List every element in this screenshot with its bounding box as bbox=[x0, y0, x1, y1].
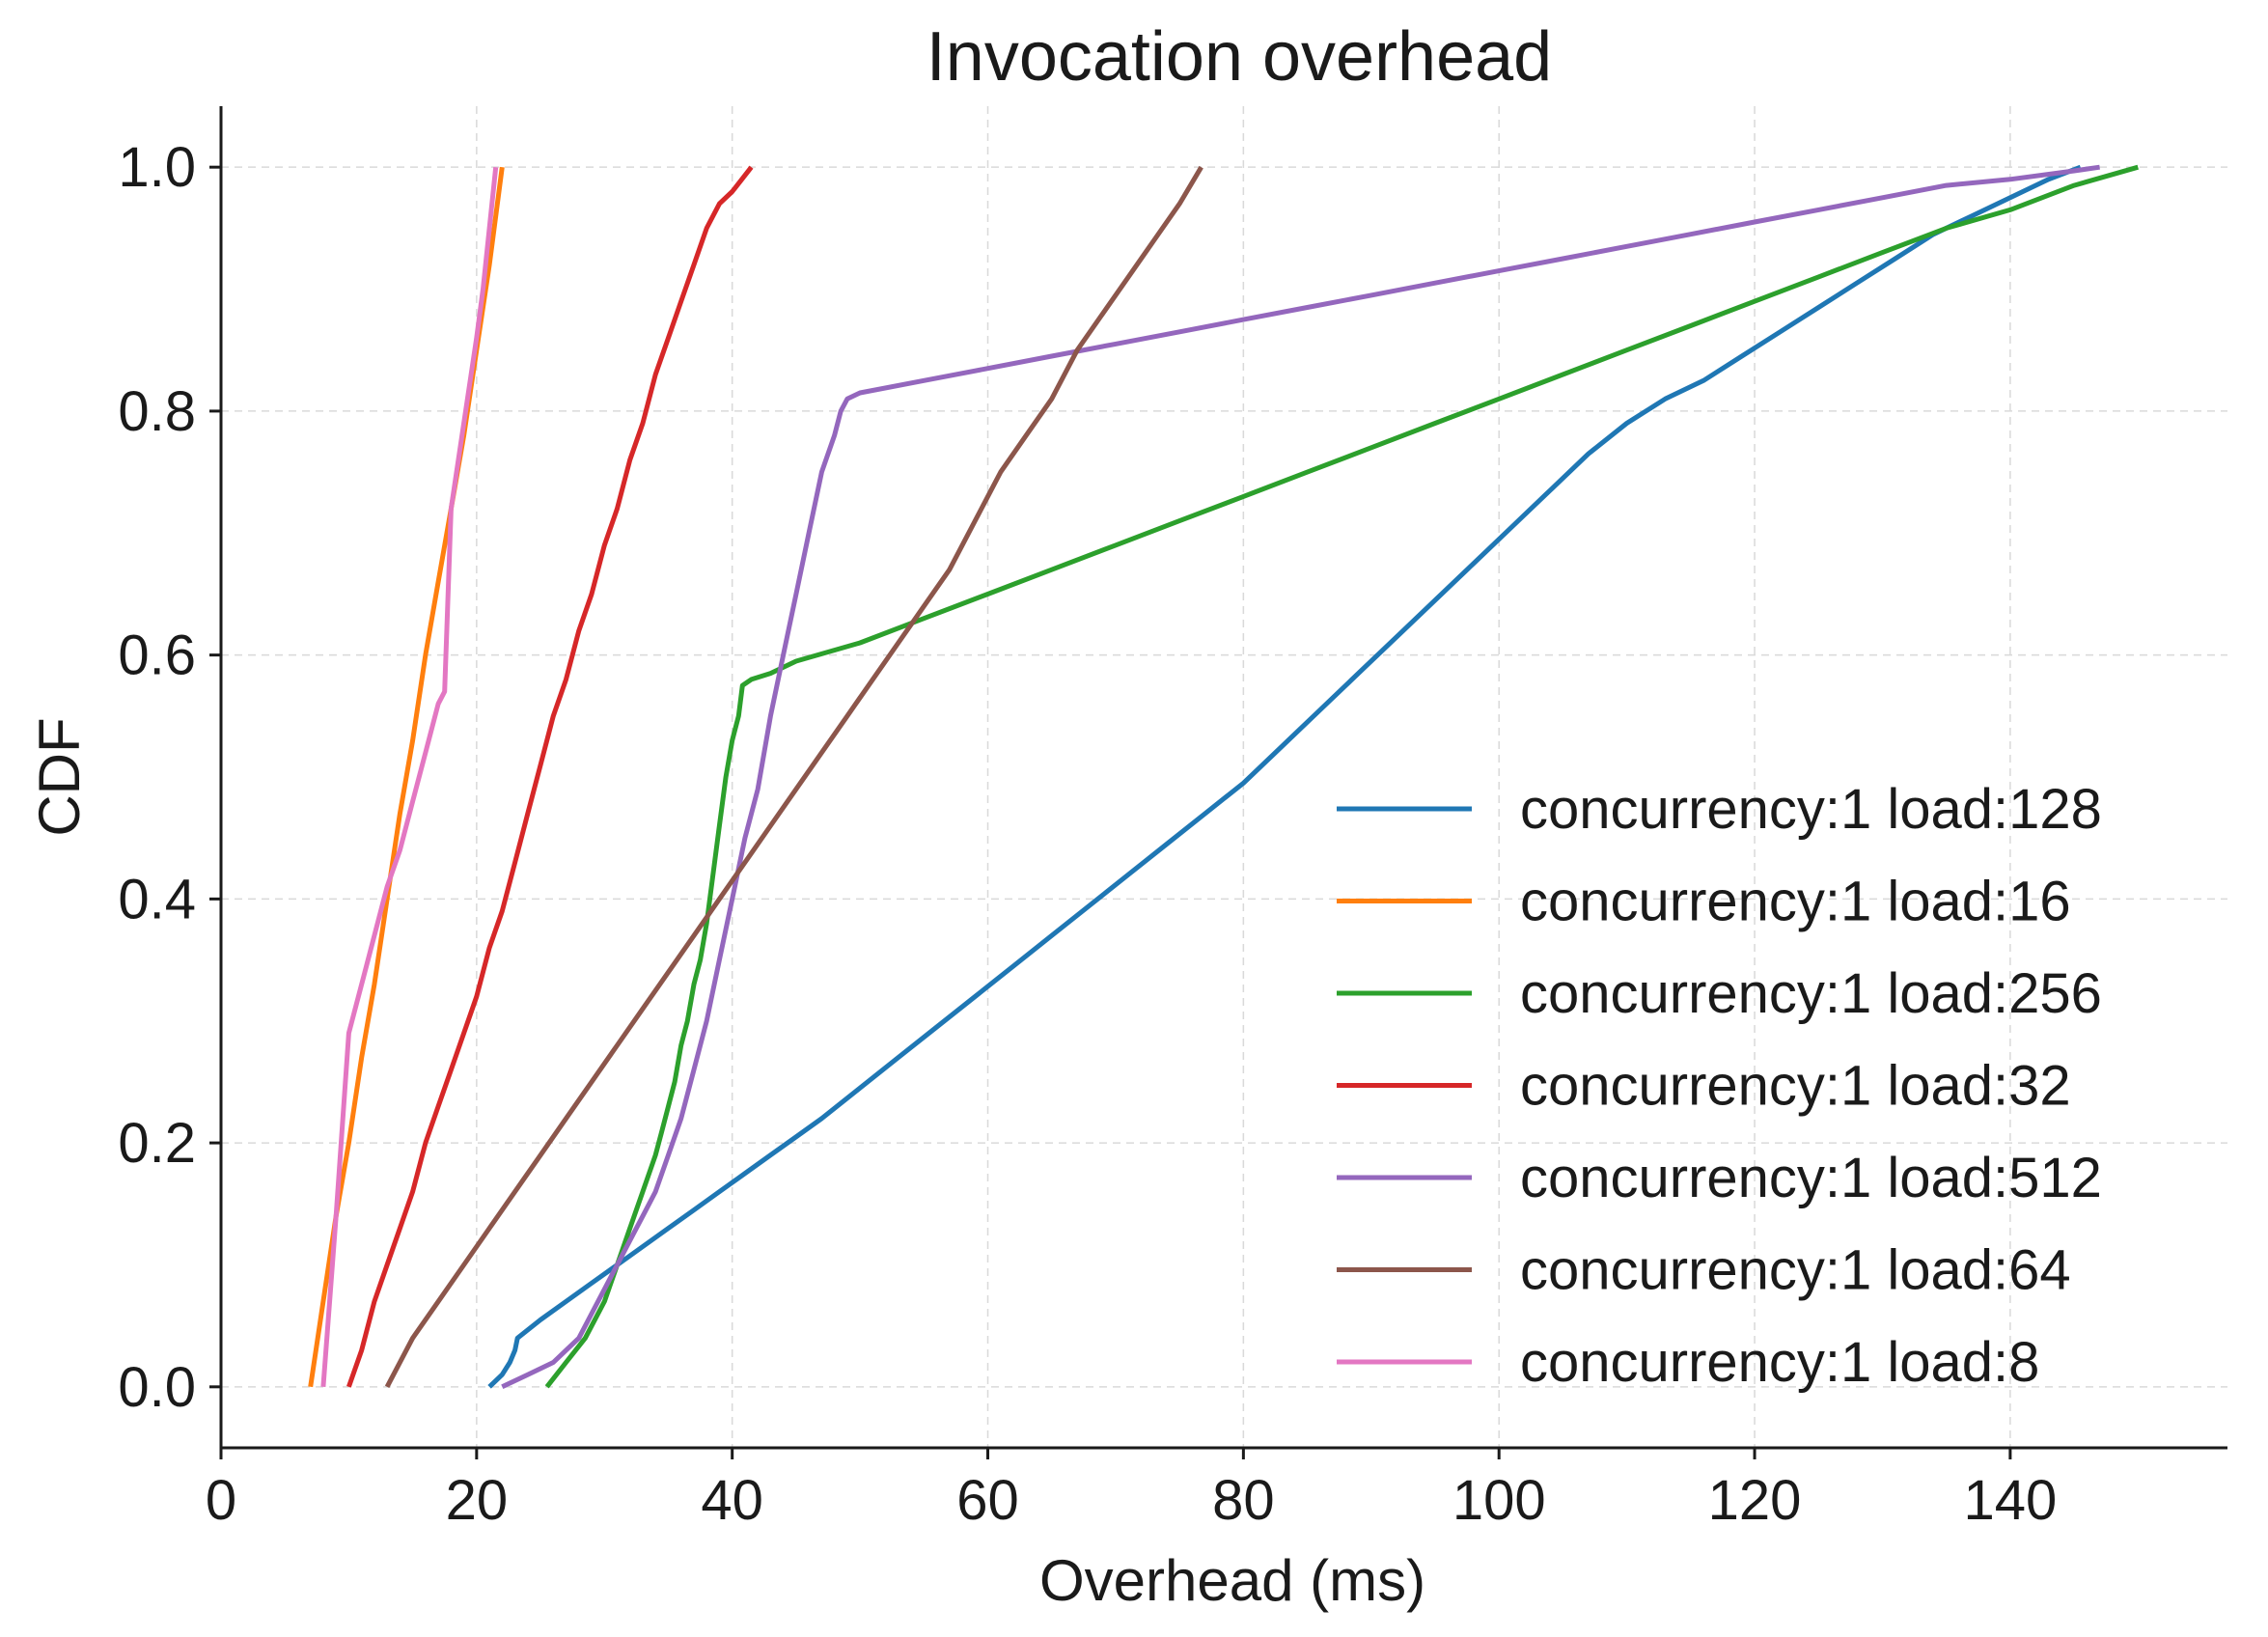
grid-layer bbox=[220, 106, 2227, 1448]
legend-label: concurrency:1 load:16 bbox=[1520, 871, 2071, 933]
y-tick-label: 0.0 bbox=[118, 1356, 196, 1419]
axes bbox=[219, 106, 2227, 1450]
series-line-2 bbox=[544, 164, 2139, 1389]
legend-label: concurrency:1 load:32 bbox=[1520, 1055, 2071, 1118]
y-tick-label: 0.4 bbox=[118, 868, 196, 930]
series-line-3 bbox=[346, 165, 754, 1388]
series-line-4 bbox=[501, 164, 2100, 1390]
y-tick-label: 0.6 bbox=[118, 624, 196, 687]
legend-label: concurrency:1 load:128 bbox=[1520, 778, 2102, 841]
x-tick-label: 20 bbox=[446, 1469, 509, 1532]
y-ticks: 0.0 0.2 0.4 0.6 0.8 1.0 bbox=[118, 136, 221, 1419]
x-tick-label: 140 bbox=[1963, 1469, 2057, 1532]
x-tick-label: 120 bbox=[1708, 1469, 1802, 1532]
series-layer bbox=[308, 164, 2139, 1390]
legend-label: concurrency:1 load:64 bbox=[1520, 1239, 2071, 1302]
legend-label: concurrency:1 load:512 bbox=[1520, 1147, 2102, 1209]
x-tick-label: 60 bbox=[956, 1469, 1019, 1532]
chart-title: Invocation overhead bbox=[927, 18, 1552, 96]
x-axis-label: Overhead (ms) bbox=[1039, 1548, 1425, 1613]
x-ticks: 0 20 40 60 80 100 120 140 bbox=[206, 1448, 2057, 1532]
legend-label: concurrency:1 load:8 bbox=[1520, 1331, 2039, 1394]
y-tick-label: 0.8 bbox=[118, 380, 196, 443]
y-tick-label: 1.0 bbox=[118, 136, 196, 199]
y-axis-label: CDF bbox=[27, 717, 92, 836]
x-tick-label: 100 bbox=[1452, 1469, 1546, 1532]
series-line-5 bbox=[384, 165, 1203, 1388]
legend: concurrency:1 load:128 concurrency:1 load… bbox=[1337, 778, 2102, 1394]
x-tick-label: 40 bbox=[701, 1469, 763, 1532]
x-tick-label: 0 bbox=[206, 1469, 236, 1532]
y-tick-label: 0.2 bbox=[118, 1112, 196, 1175]
legend-label: concurrency:1 load:256 bbox=[1520, 962, 2102, 1025]
series-line-6 bbox=[320, 166, 499, 1387]
x-tick-label: 80 bbox=[1212, 1469, 1275, 1532]
